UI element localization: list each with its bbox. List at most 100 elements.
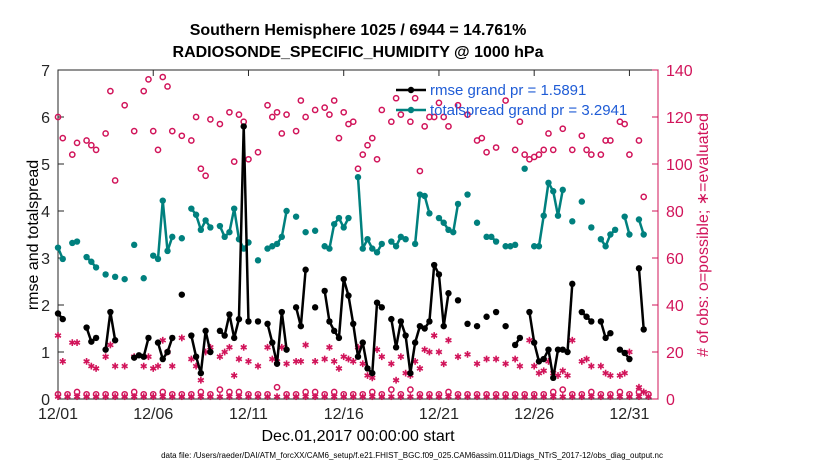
rmse-point xyxy=(454,297,462,304)
obs-evaluated-point xyxy=(111,362,119,370)
rmse-point xyxy=(526,308,533,316)
obs-evaluated-low-point xyxy=(340,393,348,401)
rmse-point xyxy=(530,339,538,346)
obs-possible-low-point xyxy=(273,383,281,391)
rmse-point xyxy=(302,266,309,273)
rmse-point xyxy=(350,320,357,327)
totalspread-point xyxy=(559,186,566,194)
obs-possible-low-point xyxy=(387,386,395,393)
y-right-tick-label: 100 xyxy=(666,157,693,174)
obs-evaluated-point xyxy=(330,358,338,365)
rmse-point xyxy=(326,318,333,325)
totalspread-point xyxy=(369,245,376,252)
obs-evaluated-point xyxy=(235,355,243,363)
rmse-point xyxy=(569,280,576,288)
totalspread-point xyxy=(330,220,338,228)
rmse-point xyxy=(640,326,647,333)
obs-evaluated-point xyxy=(326,343,333,351)
totalspread-point xyxy=(535,243,543,250)
y-tick-label: 3 xyxy=(41,251,50,268)
obs-evaluated-low-point xyxy=(530,393,538,401)
obs-possible-point xyxy=(368,134,376,142)
rmse-point xyxy=(92,334,100,342)
x-axis-label: Dec.01,2017 00:00:00 start xyxy=(261,428,455,445)
y-right-tick-label: 120 xyxy=(666,110,693,127)
rmse-point xyxy=(435,271,443,278)
obs-possible-series xyxy=(54,73,648,201)
obs-possible-point xyxy=(278,130,286,137)
obs-evaluated-point xyxy=(54,332,62,339)
obs-possible-point xyxy=(597,151,605,158)
rmse-point xyxy=(140,353,147,360)
y-tick-label: 0 xyxy=(41,392,50,409)
obs-possible-point xyxy=(416,167,424,175)
obs-possible-point xyxy=(121,101,129,109)
obs-evaluated-low-point xyxy=(235,393,243,401)
obs-evaluated-low-point xyxy=(559,393,567,401)
totalspread-point xyxy=(511,241,519,249)
x-tick-label: 12/06 xyxy=(133,406,173,423)
rmse-point xyxy=(345,292,352,299)
rmse-segment xyxy=(428,264,436,322)
rmse-point xyxy=(583,313,590,320)
y-axis-label: rmse and totalspread xyxy=(25,160,42,310)
obs-evaluated-point xyxy=(640,388,648,396)
y-tick-label: 7 xyxy=(41,63,50,80)
obs-possible-point xyxy=(264,101,271,109)
rmse-point xyxy=(564,348,571,356)
rmse-segment xyxy=(142,337,150,358)
y-tick-label: 2 xyxy=(41,298,50,315)
rmse-point xyxy=(635,265,643,272)
obs-possible-point xyxy=(226,108,233,116)
y-axis-right-label: # of obs: o=possible; ∗=evaluated xyxy=(695,113,712,357)
rmse-point xyxy=(188,332,195,339)
totalspread-segment xyxy=(452,203,460,233)
totalspread-segment xyxy=(413,194,422,245)
obs-possible-point xyxy=(583,146,590,154)
obs-possible-point xyxy=(54,113,62,121)
x-tick-label: 12/11 xyxy=(229,406,268,423)
totalspread-point xyxy=(359,245,366,252)
totalspread-point xyxy=(102,271,109,278)
totalspread-point xyxy=(88,258,95,265)
totalspread-point xyxy=(340,224,347,231)
totalspread-point xyxy=(373,249,381,256)
totalspread-point xyxy=(197,226,205,233)
obs-evaluated-low-point xyxy=(407,393,414,401)
totalspread-point xyxy=(545,179,552,186)
rmse-point xyxy=(88,338,95,345)
totalspread-point xyxy=(192,211,200,218)
obs-evaluated-low-point xyxy=(216,393,224,401)
obs-possible-point xyxy=(626,151,633,158)
totalspread-segment xyxy=(328,223,336,249)
obs-evaluated-point xyxy=(92,365,100,372)
obs-evaluated-low-point xyxy=(149,393,157,401)
obs-evaluated-low-point xyxy=(283,393,290,401)
obs-possible-point xyxy=(464,111,471,119)
rmse-point xyxy=(169,334,176,342)
rmse-segment xyxy=(566,283,574,353)
obs-evaluated-low-point xyxy=(197,393,205,401)
totalspread-point xyxy=(164,247,171,255)
obs-possible-point xyxy=(483,148,490,156)
rmse-segment xyxy=(237,126,245,320)
obs-possible-point xyxy=(145,76,152,83)
rmse-point xyxy=(292,304,300,311)
rmse-point xyxy=(426,318,433,325)
obs-evaluated-low-point xyxy=(349,393,357,401)
obs-evaluated-point xyxy=(392,376,400,384)
obs-evaluated-point xyxy=(440,360,448,368)
obs-evaluated-low-point xyxy=(549,393,557,401)
obs-evaluated-point xyxy=(121,362,129,370)
rmse-segment xyxy=(228,314,236,339)
obs-evaluated-low-point xyxy=(645,393,652,401)
obs-possible-point xyxy=(502,97,509,104)
obs-possible-point xyxy=(587,151,595,158)
totalspread-segment xyxy=(356,177,365,249)
obs-evaluated-low-point xyxy=(168,393,176,401)
obs-evaluated-point xyxy=(492,355,500,363)
totalspread-point xyxy=(554,212,562,219)
rmse-segment xyxy=(337,279,345,339)
obs-possible-point xyxy=(197,165,205,173)
obs-possible-point xyxy=(168,127,176,135)
